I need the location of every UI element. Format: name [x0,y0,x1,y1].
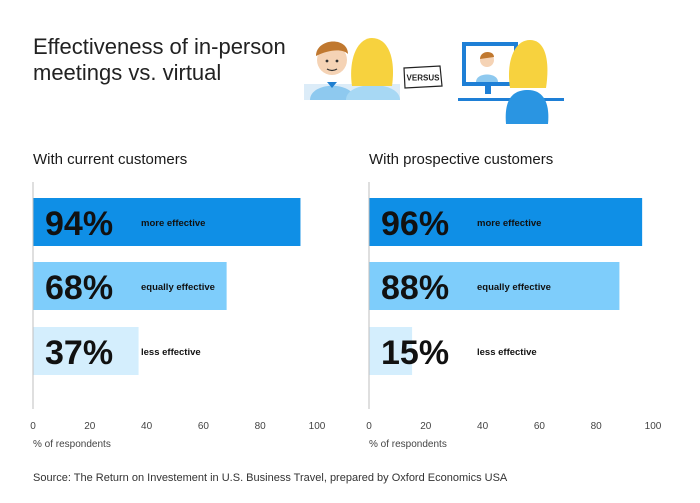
bar-equally [33,262,227,310]
x-tick-label: 100 [309,421,326,432]
x-tick-label: 80 [591,421,603,432]
title-line-2: meetings vs. virtual [33,60,222,85]
right-panel-title: With prospective customers [369,151,554,168]
x-tick-label: 40 [141,421,153,432]
x-tick-label: 60 [534,421,546,432]
prospective-customers-chart: 96% more effective 88% equally effective 15%… [366,182,662,450]
bar-more [33,198,301,246]
category-label-equally: equally effective [477,282,551,293]
current-customers-chart: 94% more effective 68% equally effective 37%… [30,182,326,450]
x-axis-label: % of respondents [369,439,447,450]
x-tick-label: 60 [198,421,210,432]
category-label-more: more effective [477,218,541,229]
value-label-less: 37% [45,334,113,372]
meeting-illustration: VERSUS [304,38,564,124]
source-note: Source: The Return on Investement in U.S… [33,472,508,484]
x-tick-label: 40 [477,421,489,432]
category-label-equally: equally effective [141,282,215,293]
x-axis-label: % of respondents [33,439,111,450]
category-label-less: less effective [141,347,201,358]
x-tick-label: 20 [420,421,432,432]
video-call-icon [458,40,564,124]
x-tick-label: 100 [645,421,662,432]
value-label-equally: 68% [45,269,113,307]
left-panel-title: With current customers [33,151,188,168]
x-tick-label: 20 [84,421,96,432]
x-tick-label: 0 [366,421,372,432]
value-label-less: 15% [381,334,449,372]
bar-more [369,198,643,246]
x-tick-label: 80 [255,421,267,432]
bar-equally [369,262,620,310]
versus-text: VERSUS [407,74,441,83]
value-label-more: 94% [45,205,113,243]
value-label-more: 96% [381,205,449,243]
versus-badge: VERSUS [403,65,443,89]
category-label-more: more effective [141,218,205,229]
bar-less [33,327,139,375]
x-tick-label: 0 [30,421,36,432]
value-label-equally: 88% [381,269,449,307]
two-people-icon [304,38,400,100]
category-label-less: less effective [477,347,537,358]
page-title: Effectiveness of in-person meetings vs. … [33,34,303,86]
bar-less [369,327,413,375]
title-line-1: Effectiveness of in-person [33,34,286,59]
